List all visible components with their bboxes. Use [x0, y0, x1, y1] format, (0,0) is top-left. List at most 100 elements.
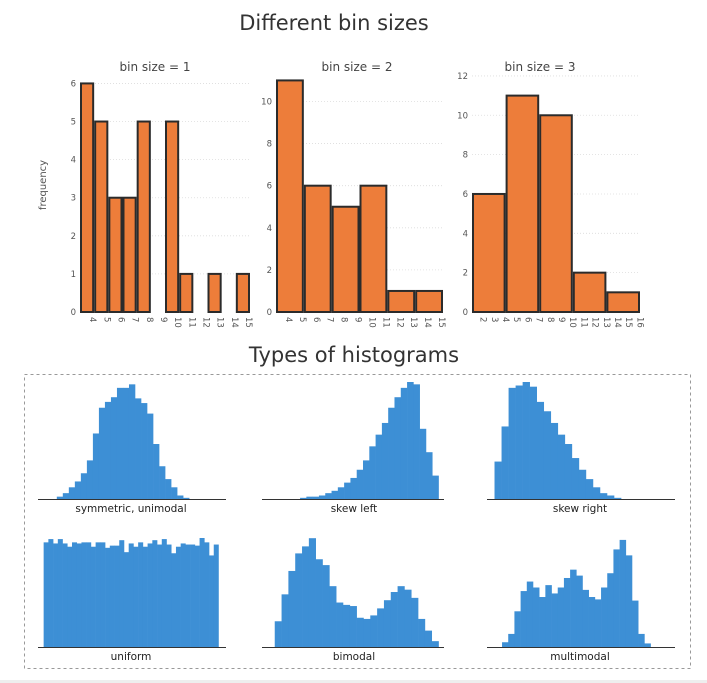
section-title-bin-sizes: Different bin sizes	[239, 11, 429, 35]
histogram-bar	[322, 565, 330, 647]
histogram-bar	[411, 597, 419, 647]
histogram-bar	[359, 184, 388, 313]
histogram-bar	[147, 413, 154, 499]
histogram-bar	[108, 196, 123, 313]
histogram-bar	[276, 79, 304, 313]
x-tick-label: 8	[339, 317, 349, 322]
histogram-bar	[123, 552, 129, 647]
y-tick-label: 2	[71, 232, 76, 242]
histogram-bar	[543, 411, 552, 499]
x-tick-label: 10	[567, 317, 577, 328]
histogram-bar	[92, 433, 100, 499]
x-tick-label: 12	[394, 317, 404, 328]
y-tick-label: 6	[267, 182, 272, 192]
section-title-types: Types of histograms	[248, 343, 459, 367]
histogram-bar	[508, 633, 515, 647]
histogram-bar	[94, 120, 109, 314]
histogram-bar	[356, 617, 364, 647]
histogram-bar	[614, 497, 622, 499]
histogram-bar	[185, 544, 191, 647]
histogram-bar	[526, 581, 534, 647]
histogram-bar	[105, 547, 111, 647]
x-tick-label: 3	[489, 317, 499, 322]
x-tick-label: 9	[353, 317, 363, 322]
histogram-bar	[576, 575, 583, 647]
histogram-bar	[563, 577, 571, 647]
x-tick-label: 5	[297, 317, 307, 322]
x-tick-label: 6	[522, 317, 532, 322]
histogram-bar	[431, 641, 439, 647]
histogram-bar	[599, 493, 608, 499]
histogram-bar	[76, 543, 82, 647]
histogram-bar	[331, 205, 360, 314]
histogram-bar	[592, 487, 601, 499]
histogram-bar	[344, 482, 351, 499]
histogram-bar	[98, 407, 106, 499]
panel-title: bin size = 1	[120, 60, 191, 74]
histogram-bar	[370, 615, 378, 647]
histogram-bar	[204, 542, 210, 647]
histogram-bar	[288, 570, 296, 647]
histogram-bar	[136, 120, 151, 314]
histogram-bar	[377, 608, 385, 647]
histogram-bar	[80, 473, 88, 499]
histogram-bar	[308, 538, 316, 647]
y-tick-label: 1	[71, 270, 76, 280]
x-tick-label: 14	[612, 317, 622, 328]
histogram-bar	[157, 544, 163, 647]
histogram-bar	[387, 289, 416, 313]
y-tick-label: 5	[71, 118, 76, 128]
x-tick-label: 2	[478, 317, 488, 322]
histogram-bar	[557, 587, 565, 647]
x-tick-label: 16	[634, 317, 644, 328]
histogram-bar	[56, 496, 64, 499]
histogram-bar	[43, 542, 49, 647]
histogram-bar	[331, 490, 339, 499]
histogram-type-label: skew right	[553, 503, 607, 515]
x-tick-label: 14	[422, 317, 432, 328]
histogram-bar	[388, 407, 395, 499]
histogram-bar	[585, 479, 594, 499]
histogram-bar	[394, 397, 402, 499]
histogram-bar	[363, 460, 370, 499]
histogram-bar	[141, 403, 148, 499]
histogram-type-label: multimodal	[550, 651, 610, 663]
histogram-bar	[180, 543, 186, 647]
histogram-bar	[415, 289, 443, 313]
x-tick-label: 8	[144, 317, 154, 322]
histogram-bar	[571, 458, 580, 499]
y-tick-label: 6	[463, 190, 468, 200]
histogram-bar	[515, 385, 523, 499]
histogram-bar	[128, 384, 136, 499]
histogram-bar	[48, 539, 54, 647]
histogram-bar	[312, 496, 320, 499]
histogram-bar	[302, 546, 310, 647]
histogram-bar	[631, 600, 639, 647]
x-tick-label: 7	[534, 317, 544, 322]
x-tick-label: 12	[200, 317, 210, 328]
histogram-bar	[582, 589, 589, 647]
histogram-bar	[400, 387, 408, 499]
histogram-bar	[190, 544, 196, 647]
histogram-bar	[122, 387, 130, 499]
histogram-bar	[381, 422, 389, 499]
y-tick-label: 2	[267, 266, 272, 276]
histogram-bar	[209, 555, 215, 647]
histogram-bar	[337, 487, 345, 499]
x-tick-label: 15	[436, 317, 446, 328]
histogram-bar	[318, 495, 326, 499]
histogram-bar	[594, 599, 602, 647]
x-tick-label: 10	[366, 317, 376, 328]
histogram-bar	[472, 192, 506, 313]
histogram-bar	[363, 618, 371, 647]
histogram-bar	[165, 479, 172, 499]
y-tick-label: 12	[457, 72, 468, 82]
histogram-bar	[295, 553, 303, 647]
histogram-bar	[625, 555, 633, 647]
histogram-bar	[407, 382, 414, 499]
histogram-bar	[109, 545, 115, 647]
y-tick-label: 10	[261, 97, 272, 107]
y-tick-label: 3	[71, 194, 76, 204]
x-tick-label: 6	[115, 317, 125, 322]
